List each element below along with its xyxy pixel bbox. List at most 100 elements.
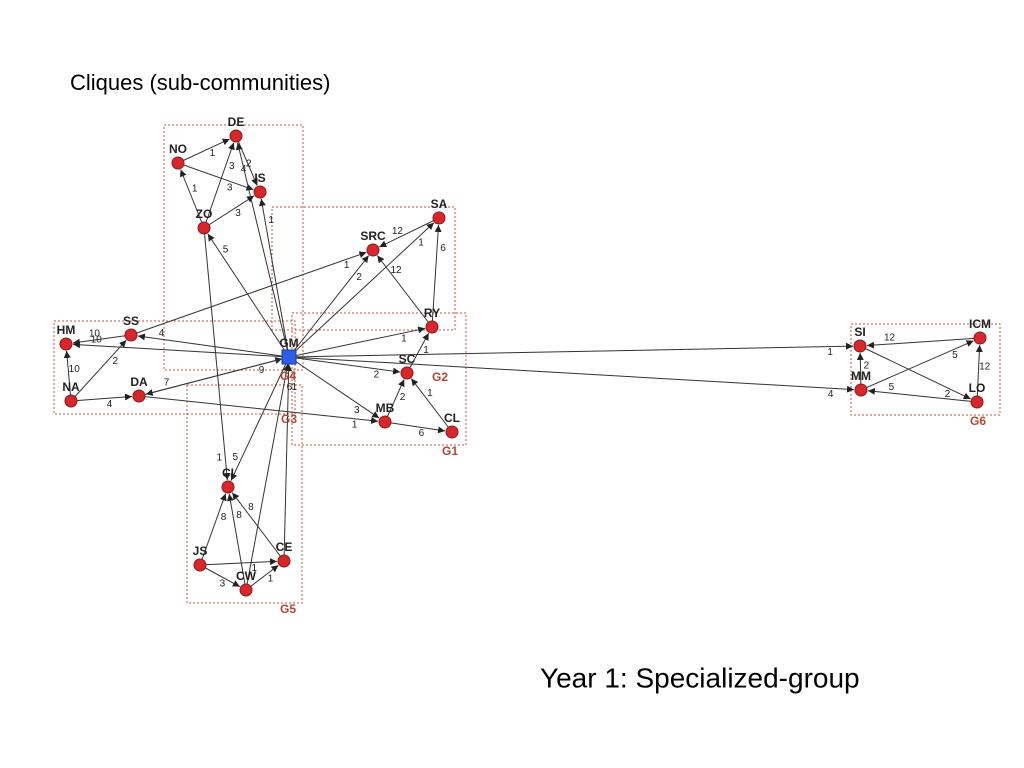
edge bbox=[245, 564, 279, 591]
edge bbox=[226, 493, 247, 591]
edge-label: 5 bbox=[233, 452, 239, 463]
edge-label: 2 bbox=[246, 158, 252, 169]
edge-label: 2 bbox=[864, 360, 870, 371]
group-label: G2 bbox=[432, 370, 448, 384]
node bbox=[229, 129, 243, 143]
node bbox=[854, 383, 868, 397]
node-label: MM bbox=[851, 369, 871, 383]
edge-label: 5 bbox=[223, 244, 229, 255]
node-label: ZO bbox=[196, 207, 213, 221]
node-label: DA bbox=[130, 375, 148, 389]
group-box bbox=[163, 124, 304, 371]
edge-label: 12 bbox=[392, 226, 404, 237]
edge-label: 8 bbox=[236, 510, 242, 521]
edge-label: 2 bbox=[112, 356, 118, 367]
node bbox=[193, 558, 207, 572]
node-label: RY bbox=[424, 306, 440, 320]
edge bbox=[177, 138, 230, 164]
edge-label: 1 bbox=[216, 452, 222, 463]
edge-label: 1 bbox=[427, 388, 433, 399]
edge-label: 3 bbox=[220, 579, 226, 590]
group-box bbox=[53, 320, 296, 415]
edge bbox=[177, 162, 254, 191]
edge-label: 3 bbox=[235, 208, 241, 219]
node bbox=[171, 156, 185, 170]
edge bbox=[203, 142, 235, 229]
node bbox=[973, 331, 987, 345]
edge bbox=[63, 350, 72, 402]
node bbox=[197, 221, 211, 235]
edge bbox=[258, 198, 290, 358]
group-label: G5 bbox=[280, 602, 296, 616]
edge bbox=[283, 363, 293, 562]
group-label: G4 bbox=[280, 369, 296, 383]
edge-label: 12 bbox=[884, 333, 896, 344]
edge-label: 3 bbox=[229, 161, 235, 172]
edge bbox=[179, 169, 205, 229]
group-label: G6 bbox=[970, 414, 986, 428]
edge-label: 1 bbox=[268, 573, 274, 584]
edge bbox=[376, 255, 433, 328]
node-label: IS bbox=[254, 171, 265, 185]
node bbox=[425, 320, 439, 334]
node bbox=[221, 480, 235, 494]
edge-label: 12 bbox=[390, 265, 402, 276]
edge bbox=[138, 395, 379, 425]
edge-label: 12 bbox=[979, 362, 991, 373]
edge-label: 6 bbox=[287, 382, 293, 393]
edge-label: 2 bbox=[400, 392, 406, 403]
edge bbox=[288, 255, 370, 358]
edge bbox=[384, 379, 405, 423]
edge-label: 10 bbox=[89, 329, 101, 340]
edge-label: 3 bbox=[227, 182, 233, 193]
edge-label: 4 bbox=[107, 399, 113, 410]
edge-label: 4 bbox=[828, 389, 834, 400]
edge-label: 1 bbox=[827, 347, 833, 358]
node-label: CI bbox=[222, 466, 234, 480]
node-label: HM bbox=[57, 323, 76, 337]
node-label: GM bbox=[279, 336, 298, 350]
edge-label: 1 bbox=[291, 382, 297, 393]
node bbox=[378, 415, 392, 429]
edge-label: 1 bbox=[401, 334, 407, 345]
edge-label: 2 bbox=[374, 370, 380, 381]
edge bbox=[245, 363, 290, 591]
node bbox=[366, 243, 380, 257]
edge-label: 6 bbox=[419, 428, 425, 439]
node bbox=[132, 389, 146, 403]
edge-label: 1 bbox=[192, 183, 198, 194]
edge bbox=[288, 356, 855, 393]
edge-label: 6 bbox=[440, 243, 446, 254]
node bbox=[253, 185, 267, 199]
edge-label: 1 bbox=[268, 215, 274, 226]
edge-label: 1 bbox=[418, 237, 424, 248]
node bbox=[64, 394, 78, 408]
node-label: SS bbox=[123, 314, 139, 328]
edge-label: 1 bbox=[252, 563, 258, 574]
node-label: NO bbox=[169, 142, 187, 156]
node-label: SA bbox=[431, 197, 448, 211]
edge bbox=[203, 227, 231, 481]
edge bbox=[207, 233, 290, 358]
group-label: G3 bbox=[281, 412, 297, 426]
edge bbox=[379, 217, 440, 248]
edge-label: 7 bbox=[164, 377, 170, 388]
node-label: NA bbox=[62, 380, 80, 394]
node-label: MB bbox=[376, 401, 395, 415]
edge bbox=[431, 224, 442, 328]
edge bbox=[130, 251, 367, 336]
edge bbox=[288, 342, 854, 358]
edge-label: 1 bbox=[352, 419, 358, 430]
edge-label: 9 bbox=[259, 365, 265, 376]
edge-label: 10 bbox=[91, 334, 103, 345]
edge bbox=[235, 142, 290, 358]
node bbox=[124, 328, 138, 342]
node-label: CW bbox=[236, 569, 257, 583]
node-label: SI bbox=[854, 325, 865, 339]
node-label: CE bbox=[276, 540, 293, 554]
node bbox=[400, 366, 414, 380]
group-box bbox=[186, 384, 303, 604]
node bbox=[277, 554, 291, 568]
edge bbox=[859, 345, 971, 400]
edge bbox=[72, 341, 290, 358]
